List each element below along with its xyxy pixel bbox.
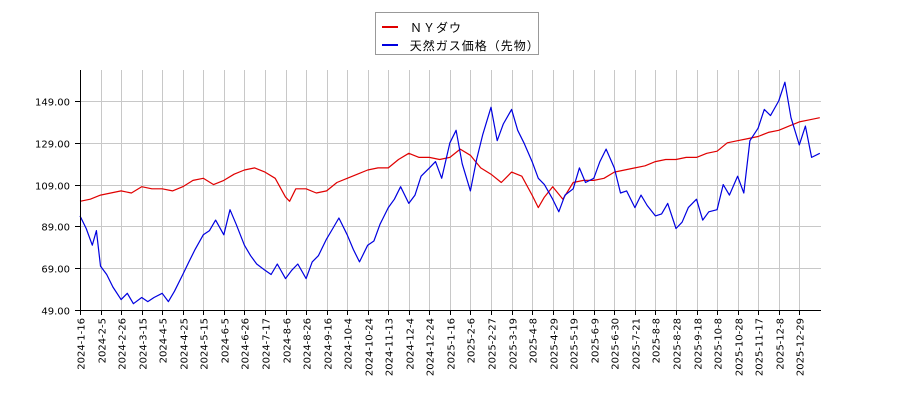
x-tick-label: 2025-6-30 [611, 318, 622, 370]
x-tick-label: 2025-11-17 [755, 318, 766, 376]
y-tick-label: 69.00 [41, 265, 70, 276]
x-tick-label: 2025-2-6 [467, 318, 478, 363]
x-tick-label: 2024-1-16 [77, 318, 88, 370]
blue-line-swatch-icon [382, 44, 398, 46]
x-tick-label: 2024-10-24 [365, 318, 376, 376]
x-tick-label: 2024-11-13 [385, 318, 396, 376]
x-tick-label: 2025-4-8 [529, 318, 540, 363]
legend: ＮＹダウ 天然ガス価格（先物） [375, 12, 539, 55]
y-axis-ticks: 49.00 69.00 89.00 109.00 129.00 149.00 [35, 98, 80, 318]
x-tick-label: 2025-3-19 [509, 318, 520, 370]
legend-label-ny-dow: ＮＹダウ [410, 20, 463, 35]
red-line-swatch-icon [382, 26, 398, 28]
legend-item-natural-gas: 天然ガス価格（先物） [382, 37, 540, 53]
x-tick-label: 2025-9-18 [694, 318, 705, 370]
x-tick-label: 2024-4-5 [159, 318, 170, 363]
x-tick-label: 2024-8-6 [283, 318, 294, 363]
x-tick-label: 2024-12-24 [426, 318, 437, 376]
y-tick-label: 149.00 [35, 98, 70, 109]
ny-dow-line [79, 117, 820, 209]
natural-gas-line [79, 81, 821, 305]
x-tick-label: 2025-5-19 [570, 318, 581, 370]
x-tick-label: 2025-12-29 [796, 318, 807, 376]
y-tick-label: 109.00 [35, 182, 70, 193]
x-tick-label: 2025-10-28 [735, 318, 746, 376]
x-axis-ticks: 2024-1-16 2024-2-5 2024-2-26 2024-3-15 2024-… [77, 310, 807, 376]
x-tick-label: 2025-8-28 [673, 318, 684, 370]
x-tick-label: 2024-3-15 [139, 318, 150, 370]
x-tick-label: 2025-12-8 [776, 318, 787, 370]
y-tick-label: 89.00 [41, 223, 70, 234]
x-tick-label: 2024-10-4 [344, 318, 355, 370]
x-tick-label: 2025-1-16 [447, 318, 458, 370]
x-tick-label: 2024-6-5 [221, 318, 232, 363]
x-tick-label: 2025-6-9 [591, 318, 602, 363]
y-tick-label: 49.00 [41, 307, 70, 318]
x-tick-label: 2025-10-8 [714, 318, 725, 370]
x-tick-label: 2024-9-16 [324, 318, 335, 370]
x-tick-label: 2024-6-26 [241, 318, 252, 370]
x-tick-label: 2025-2-27 [488, 318, 499, 370]
x-tick-label: 2024-8-26 [303, 318, 314, 370]
y-tick-label: 129.00 [35, 140, 70, 151]
legend-item-ny-dow: ＮＹダウ [382, 19, 462, 35]
x-tick-label: 2025-8-8 [652, 318, 663, 363]
x-tick-label: 2025-7-21 [632, 318, 643, 370]
x-tick-label: 2024-7-17 [262, 318, 273, 370]
gridlines [80, 70, 821, 310]
x-tick-label: 2024-5-15 [200, 318, 211, 370]
legend-label-natural-gas: 天然ガス価格（先物） [409, 38, 540, 53]
x-tick-label: 2024-2-5 [98, 318, 109, 363]
x-tick-label: 2025-4-29 [550, 318, 561, 370]
x-tick-label: 2024-2-26 [118, 318, 129, 370]
data-series [79, 81, 821, 305]
x-tick-label: 2024-4-25 [180, 318, 191, 370]
x-tick-label: 2024-12-4 [406, 318, 417, 370]
